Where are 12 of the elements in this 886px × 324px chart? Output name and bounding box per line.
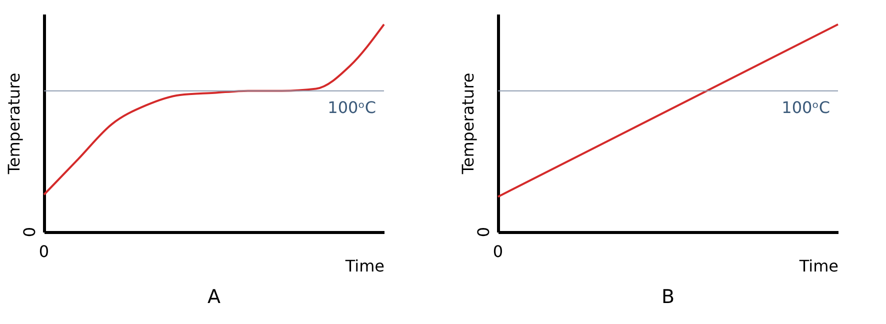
ref-line-label: 100ᵒC — [782, 98, 830, 117]
text: 0 — [38, 242, 50, 261]
y-axis-title: Temperature — [4, 72, 24, 176]
ref-line-label: 100ᵒC — [328, 98, 376, 117]
text: 0 — [20, 226, 39, 238]
text: A — [208, 286, 220, 308]
annotation: 0 — [474, 226, 493, 238]
x-axis-title: Time — [344, 256, 384, 276]
y-axis-title: Temperature — [458, 72, 478, 176]
text: 0 — [492, 242, 504, 261]
text: B — [661, 286, 675, 308]
x-axis-title: Time — [798, 256, 838, 276]
